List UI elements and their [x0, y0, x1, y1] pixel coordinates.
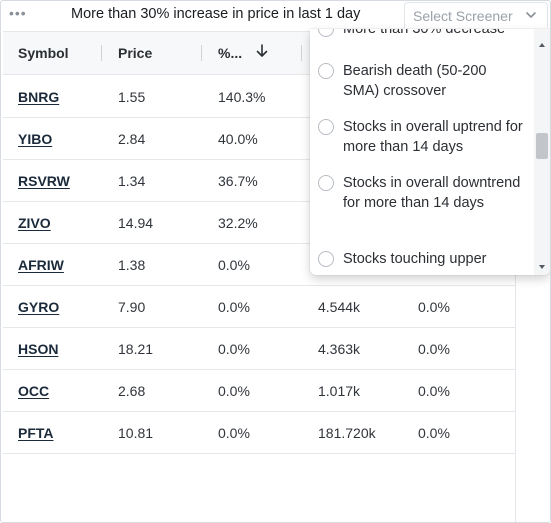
- change-pct-cell: 40.0%: [218, 131, 258, 147]
- column-resize-handle[interactable]: [101, 45, 102, 61]
- screener-option[interactable]: Stocks in overall uptrend for more than …: [310, 115, 534, 179]
- change-pct-cell: 32.2%: [218, 215, 258, 231]
- price-cell: 7.90: [118, 299, 146, 315]
- volume-cell: 4.363k: [318, 341, 361, 357]
- select-screener-placeholder: Select Screener: [413, 8, 513, 24]
- symbol-link[interactable]: GYRO: [18, 299, 60, 315]
- radio-button[interactable]: [318, 175, 334, 191]
- screener-options-list: More than 30% decrease Bearish death (50-…: [310, 29, 534, 275]
- table-row[interactable]: HSON 18.21 0.0% 4.363k 0.0%: [3, 328, 515, 370]
- column-header-price[interactable]: Price: [118, 45, 153, 61]
- extra-cell: 0.0%: [418, 341, 450, 357]
- dropdown-scrollbar[interactable]: [534, 29, 550, 275]
- triangle-down-icon[interactable]: [537, 262, 547, 272]
- price-cell: 18.21: [118, 341, 154, 357]
- change-pct-cell: 36.7%: [218, 173, 258, 189]
- scrollbar-thumb[interactable]: [536, 133, 548, 159]
- symbol-link[interactable]: PFTA: [18, 425, 54, 441]
- price-cell: 2.68: [118, 383, 146, 399]
- symbol-link[interactable]: OCC: [18, 383, 50, 399]
- price-cell: 1.55: [118, 89, 146, 105]
- ellipsis-icon[interactable]: •••: [9, 5, 27, 21]
- triangle-up-icon[interactable]: [537, 40, 547, 50]
- symbol-link[interactable]: HSON: [18, 341, 59, 357]
- screener-option[interactable]: Stocks touching upper: [310, 247, 534, 275]
- change-pct-cell: 0.0%: [218, 341, 250, 357]
- change-pct-cell: 140.3%: [218, 89, 266, 105]
- symbol-link[interactable]: RSVRW: [18, 173, 70, 189]
- screener-option[interactable]: Bearish death (50-200 SMA) crossover: [310, 59, 534, 123]
- extra-cell: 0.0%: [418, 425, 450, 441]
- panel-divider: [515, 31, 516, 522]
- screener-option-label: Stocks in overall uptrend for more than …: [343, 119, 523, 155]
- volume-cell: 1.017k: [318, 383, 361, 399]
- table-row[interactable]: AFRIW 1.38 0.0%: [3, 244, 515, 286]
- radio-button[interactable]: [318, 29, 334, 37]
- change-pct-cell: 0.0%: [218, 425, 250, 441]
- volume-cell: 181.720k: [318, 425, 376, 441]
- price-cell: 14.94: [118, 215, 154, 231]
- symbol-link[interactable]: AFRIW: [18, 257, 64, 273]
- change-pct-cell: 0.0%: [218, 383, 250, 399]
- radio-button[interactable]: [318, 119, 334, 135]
- table-row[interactable]: OCC 2.68 0.0% 1.017k 0.0%: [3, 370, 515, 412]
- change-pct-cell: 0.0%: [218, 257, 250, 273]
- chevron-down-icon: [526, 12, 536, 18]
- panel-header: ••• More than 30% increase in price in l…: [1, 1, 550, 29]
- arrow-down-icon[interactable]: [256, 44, 268, 58]
- screener-option-label: Bearish death (50-200 SMA) crossover: [343, 63, 487, 99]
- price-cell: 2.84: [118, 131, 146, 147]
- column-resize-handle[interactable]: [301, 45, 302, 61]
- screener-option[interactable]: More than 30% decrease: [310, 29, 534, 81]
- table-row[interactable]: YIBO 2.84 40.0%: [3, 118, 515, 160]
- column-resize-handle[interactable]: [201, 45, 202, 61]
- table-row[interactable]: RSVRW 1.34 36.7%: [3, 160, 515, 202]
- screener-title: More than 30% increase in price in last …: [71, 6, 361, 22]
- table-row[interactable]: BNRG 1.55 140.3%: [3, 76, 515, 118]
- table-row[interactable]: ZIVO 14.94 32.2%: [3, 202, 515, 244]
- extra-cell: 0.0%: [418, 299, 450, 315]
- screener-option-label: Stocks in overall downtrend for more tha…: [343, 175, 521, 211]
- select-screener-dropdown[interactable]: Select Screener: [404, 2, 548, 28]
- symbol-link[interactable]: BNRG: [18, 89, 60, 105]
- price-cell: 1.34: [118, 173, 146, 189]
- price-cell: 10.81: [118, 425, 154, 441]
- volume-cell: 4.544k: [318, 299, 361, 315]
- symbol-link[interactable]: YIBO: [18, 131, 53, 147]
- price-cell: 1.38: [118, 257, 146, 273]
- table-row[interactable]: PFTA 10.81 0.0% 181.720k 0.0%: [3, 412, 515, 454]
- column-header-change-pct[interactable]: %...: [218, 45, 243, 61]
- symbol-link[interactable]: ZIVO: [18, 215, 51, 231]
- screener-option-label: More than 30% decrease: [343, 29, 506, 37]
- extra-cell: 0.0%: [418, 383, 450, 399]
- radio-button[interactable]: [318, 63, 334, 79]
- screener-option-label: Stocks touching upper: [343, 251, 487, 267]
- change-pct-cell: 0.0%: [218, 299, 250, 315]
- screener-option[interactable]: Stocks in overall downtrend for more tha…: [310, 171, 534, 235]
- radio-button[interactable]: [318, 251, 334, 267]
- column-header-symbol[interactable]: Symbol: [18, 45, 69, 61]
- screener-options-dropdown: More than 30% decrease Bearish death (50-…: [310, 29, 550, 275]
- table-row[interactable]: GYRO 7.90 0.0% 4.544k 0.0%: [3, 286, 515, 328]
